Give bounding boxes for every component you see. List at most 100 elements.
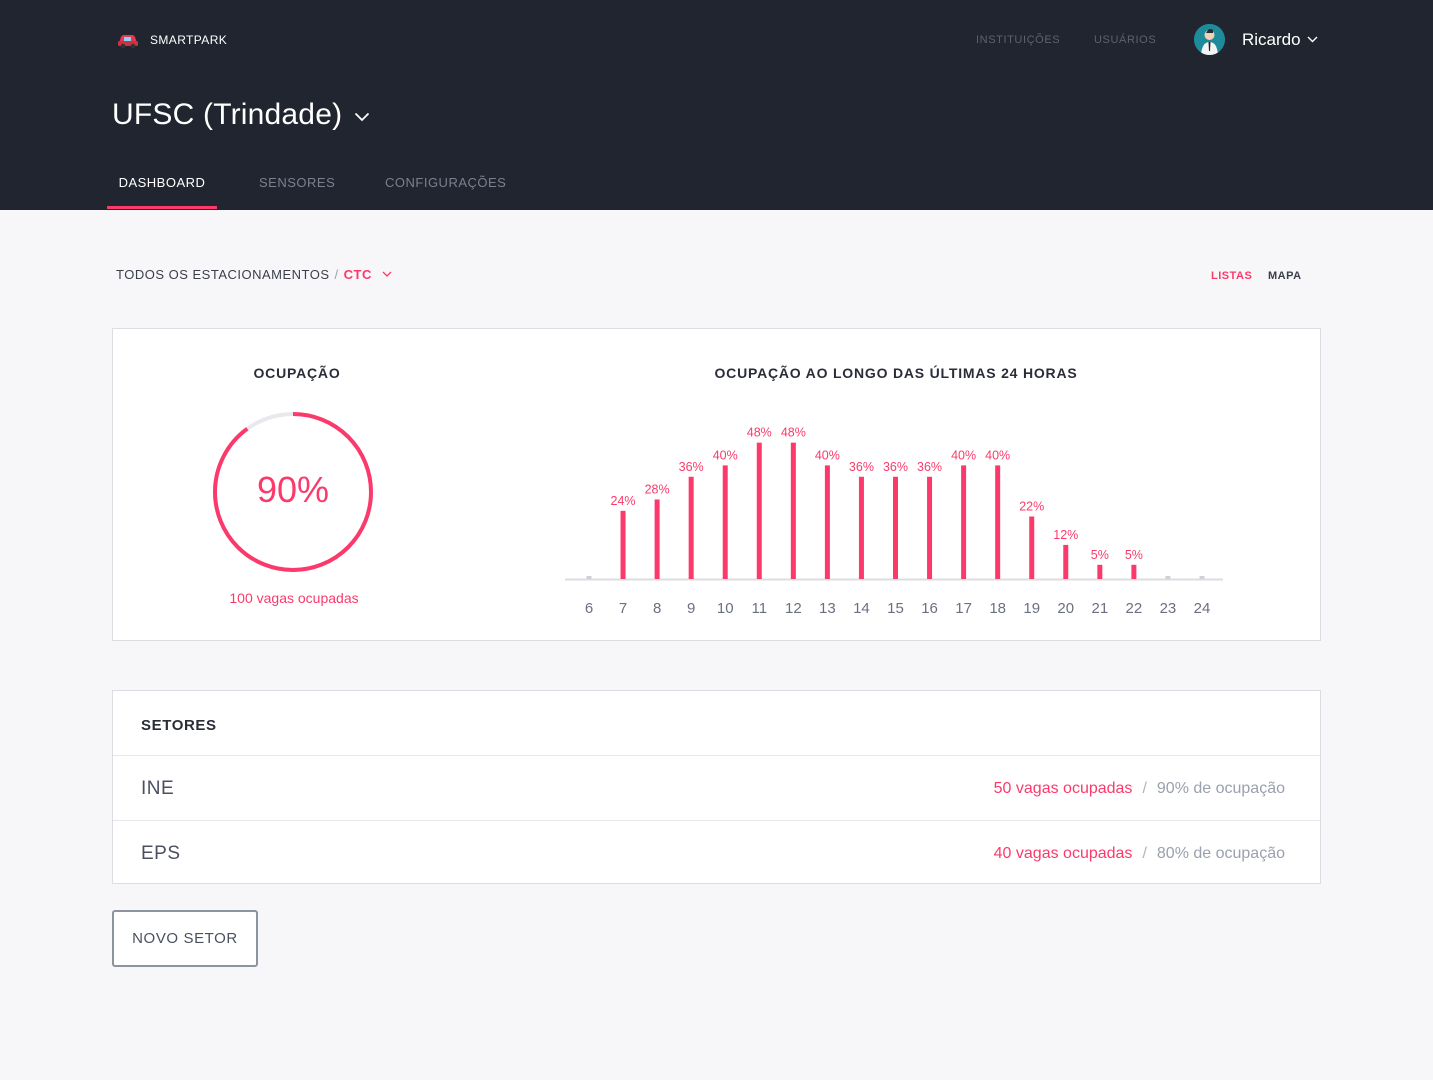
sector-ocupacao: 80% de ocupação [1156,845,1285,862]
breadcrumb-current[interactable]: CTC [343,267,372,282]
chart-tick-label: 14 [853,600,870,617]
chart-bar[interactable] [961,465,967,579]
occupancy-card: OCUPAÇÃO 90% 100 vagas ocupadas OCUPAÇÃO… [112,328,1321,641]
sector-name: EPS [141,843,181,864]
user-name: Ricardo [1242,29,1301,49]
occupancy-percent: 90% [256,469,330,510]
chart-tick-label: 12 [785,600,802,617]
chart-tick-label: 22 [1126,600,1143,617]
tab-configuracoes[interactable]: CONFIGURAÇÕES [385,175,507,190]
chart-data-label: 36% [679,460,704,474]
chart-bar[interactable] [893,476,898,579]
occupancy-gauge [213,412,373,572]
chevron-down-icon[interactable] [382,271,392,278]
chart-data-label: 24% [611,494,636,508]
chart-tick-label: 23 [1160,600,1177,617]
chart-tick-label: 18 [989,600,1006,617]
chart-bar[interactable] [654,499,660,579]
sector-separator: / [1142,845,1147,862]
breadcrumb-all[interactable]: TODOS OS ESTACIONAMENTOS [116,267,330,282]
sector-stats: 50 vagas ocupadas / 90% de ocupação [994,780,1285,798]
chart-bar[interactable] [586,576,592,579]
chart-bar[interactable] [995,465,1001,579]
chart-bar[interactable] [620,510,626,579]
chart-tick-label: 20 [1057,600,1074,617]
chart-data-label: 28% [645,482,670,496]
car-icon [118,35,138,49]
nav-usuarios[interactable]: USUÁRIOS [1094,34,1157,46]
chart-tick-label: 10 [717,600,734,617]
nav-instituicoes[interactable]: INSTITUIÇÕES [976,34,1061,46]
institution-selector[interactable]: UFSC (Trindade) [112,98,370,132]
chart-bar[interactable] [756,442,762,579]
chart-data-label: 12% [1053,528,1078,542]
view-mapa[interactable]: MAPA [1268,270,1302,282]
chart-data-label: 40% [713,448,738,462]
institution-title: UFSC (Trindade) [112,98,343,131]
app-header: SMARTPARK INSTITUIÇÕES USUÁRIOS Ricardo … [0,0,1433,210]
chart-tick-label: 16 [921,600,938,617]
chart-bar[interactable] [1029,516,1035,579]
chart-bar[interactable] [790,442,796,579]
gauge-arc [213,412,373,572]
chart-bar[interactable] [722,465,728,579]
sector-ocupacao: 90% de ocupação [1156,780,1285,797]
chart-tick-label: 7 [619,600,627,617]
chart-bar[interactable] [824,465,830,579]
brand[interactable]: SMARTPARK [116,29,227,51]
chart-data-label: 5% [1091,548,1109,562]
chart-bar[interactable] [1063,544,1069,579]
sector-separator: / [1142,780,1147,797]
chart-tick-label: 19 [1023,600,1040,617]
sector-row[interactable]: INE 50 vagas ocupadas / 90% de ocupação [113,755,1320,820]
chart-tick-label: 8 [653,600,661,617]
sectors-title: SETORES [141,717,217,734]
breadcrumb-separator: / [334,267,339,282]
tab-dashboard[interactable]: DASHBOARD [107,175,217,209]
chart-data-label: 36% [883,460,908,474]
chart-tick-label: 13 [819,600,836,617]
chart-tick-label: 9 [687,600,695,617]
chart-bar[interactable] [927,476,933,579]
chart-data-label: 48% [781,426,806,440]
app-name: SMARTPARK [150,33,228,47]
chart-data-label: 36% [849,460,874,474]
chart-bar[interactable] [858,476,864,579]
chart-tick-label: 6 [585,600,593,617]
chart-data-label: 5% [1125,548,1143,562]
chart-tick-label: 24 [1194,600,1211,617]
view-listas[interactable]: LISTAS [1211,270,1253,282]
chart-title: OCUPAÇÃO AO LONGO DAS ÚLTIMAS 24 HORAS [714,365,1078,381]
new-sector-button[interactable]: NOVO SETOR [112,910,258,967]
chevron-down-icon [355,112,370,122]
hourly-occupancy-chart: 6 24% 7 28% 8 36% 9 40% 10 48% 11 48% 12 40% 13 36% 14 36… [565,426,1223,617]
person-icon [1194,24,1225,55]
chart-data-label: 48% [747,426,772,440]
chart-data-label: 22% [1019,500,1044,514]
sector-row[interactable]: EPS 40 vagas ocupadas / 80% de ocupação [113,820,1320,885]
chart-tick-label: 21 [1091,600,1108,617]
chart-data-label: 36% [917,460,942,474]
chart-data-label: 40% [815,448,840,462]
chart-tick-label: 17 [955,600,972,617]
user-menu[interactable]: Ricardo [1194,24,1318,55]
chart-bar[interactable] [688,476,694,579]
chart-tick-label: 11 [751,600,767,617]
chart-data-label: 40% [951,448,976,462]
chevron-down-icon [1307,36,1318,43]
sectors-card: SETORES INE 50 vagas ocupadas / 90% de ocu… [112,690,1321,884]
chart-tick-label: 15 [887,600,904,617]
chart-bar[interactable] [1199,576,1205,579]
tab-sensores[interactable]: SENSORES [259,175,336,190]
chart-bar[interactable] [1165,576,1171,579]
chart-data-label: 40% [985,448,1010,462]
occupancy-count: 100 vagas ocupadas [229,590,359,606]
sector-vagas: 50 vagas ocupadas [993,780,1133,797]
occupancy-title: OCUPAÇÃO [253,365,341,381]
sector-vagas: 40 vagas ocupadas [993,845,1133,862]
avatar [1194,24,1225,55]
breadcrumb: TODOS OS ESTACIONAMENTOS / CTC [116,267,392,282]
chart-bar[interactable] [1097,564,1103,579]
chart-bar[interactable] [1131,564,1137,579]
sector-stats: 40 vagas ocupadas / 80% de ocupação [994,845,1285,863]
